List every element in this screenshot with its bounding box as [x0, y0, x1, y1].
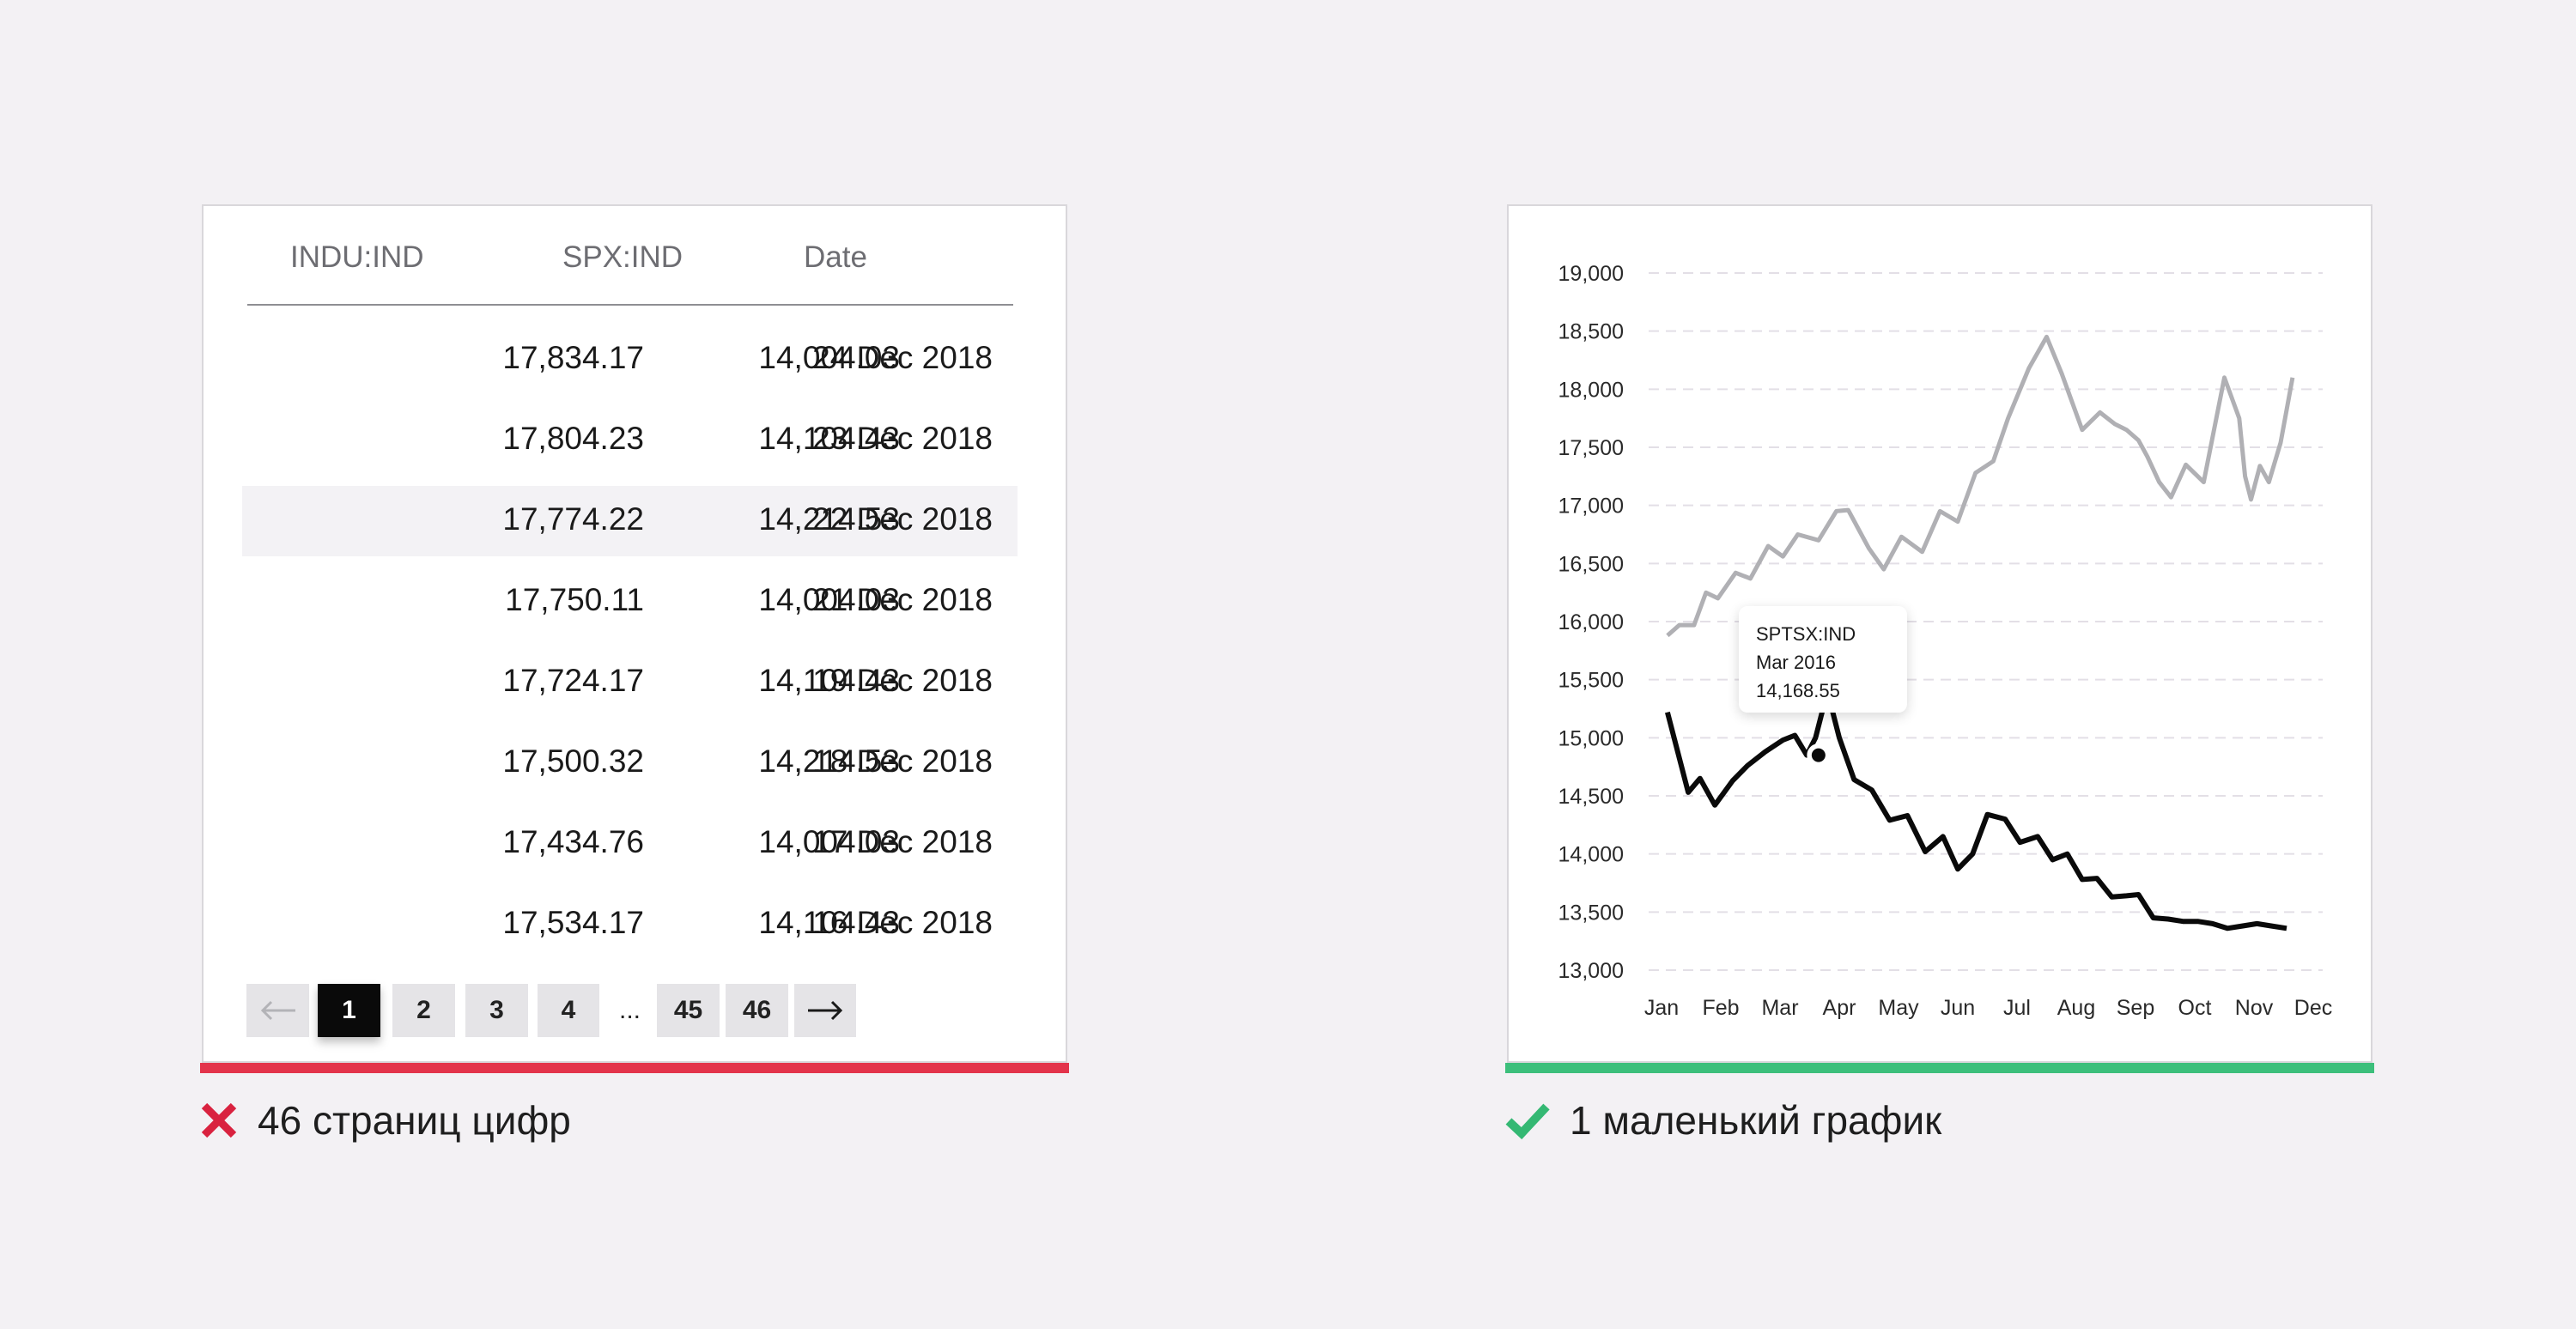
indu-value: 17,534.17 [502, 905, 644, 940]
x-tick-label: May [1878, 996, 1919, 1020]
prev-page-button[interactable] [246, 984, 309, 1037]
indu-value: 17,750.11 [505, 582, 644, 617]
spx-value: 14,004.03 [758, 582, 900, 617]
y-tick-label: 17,500 [1558, 436, 1624, 460]
bad-caption-text: 46 страниц цифр [258, 1098, 571, 1143]
y-tick-label: 16,000 [1558, 610, 1624, 634]
date-value: 24 Dec 2018 [812, 340, 993, 375]
series-line-gray [1666, 334, 2295, 638]
page-button-2[interactable]: 2 [392, 984, 455, 1037]
page-button-46[interactable]: 46 [726, 984, 788, 1037]
column-header-spx: SPX:IND [562, 240, 683, 274]
page-button-3[interactable]: 3 [465, 984, 528, 1037]
table-row[interactable]: 17,804.23 14,104.43 23 Dec 2018 [242, 405, 1018, 476]
spx-value: 14,214.53 [758, 743, 900, 779]
y-tick-label: 15,000 [1558, 726, 1624, 750]
hover-marker-dot[interactable] [1811, 748, 1826, 762]
indu-value: 17,834.17 [502, 340, 644, 375]
pagination-ellipsis: ... [619, 996, 641, 1024]
x-tick-label: Jul [2003, 996, 2031, 1020]
y-tick-label: 18,000 [1558, 378, 1624, 402]
y-tick-label: 14,500 [1558, 785, 1624, 809]
x-tick-label: Jun [1941, 996, 1975, 1020]
page-button-4[interactable]: 4 [538, 984, 599, 1037]
date-value: 17 Dec 2018 [812, 824, 993, 859]
spx-value: 14,104.43 [758, 905, 900, 940]
table-row[interactable]: 17,534.17 14,104.43 16 Dec 2018 [242, 889, 1018, 960]
bad-example-caption: 46 страниц цифр [199, 1095, 571, 1146]
arrow-right-icon [808, 1000, 843, 1021]
spx-value: 14,214.53 [758, 501, 900, 537]
page-button-1[interactable]: 1 [318, 984, 380, 1037]
indu-value: 17,804.23 [502, 421, 644, 456]
date-value: 23 Dec 2018 [812, 421, 993, 456]
y-tick-label: 19,000 [1558, 262, 1624, 286]
indu-value: 17,500.32 [502, 743, 644, 779]
series-line-black [1664, 689, 2287, 932]
x-tick-label: Nov [2235, 996, 2274, 1020]
table-card [202, 204, 1067, 1063]
indu-value: 17,774.22 [502, 501, 644, 537]
table-row[interactable]: 17,500.32 14,214.53 18 Dec 2018 [242, 728, 1018, 798]
good-example-caption: 1 маленький график [1504, 1095, 1941, 1146]
table-row[interactable]: 17,834.17 14,004.03 24 Dec 2018 [242, 325, 1018, 395]
y-tick-label: 17,000 [1558, 495, 1624, 519]
header-divider [247, 304, 1013, 306]
spx-value: 14,104.43 [758, 421, 900, 456]
x-tick-label: Oct [2178, 996, 2212, 1020]
check-icon [1505, 1103, 1550, 1140]
table-row[interactable]: 17,724.17 14,104.43 19 Dec 2018 [242, 647, 1018, 718]
date-value: 22 Dec 2018 [812, 501, 993, 537]
indu-value: 17,434.76 [502, 824, 644, 859]
y-tick-label: 18,500 [1558, 320, 1624, 344]
y-tick-label: 15,500 [1558, 669, 1624, 693]
chart-card [1507, 204, 2372, 1063]
spx-value: 14,004.03 [758, 824, 900, 859]
x-tick-label: Sep [2117, 996, 2154, 1020]
positive-accent-bar [1505, 1063, 2374, 1073]
tooltip-series: SPTSX:IND [1756, 623, 1856, 645]
table-row[interactable]: 17,750.11 14,004.03 21 Dec 2018 [242, 567, 1018, 637]
page-button-45[interactable]: 45 [657, 984, 720, 1037]
date-value: 21 Dec 2018 [812, 582, 993, 617]
line-chart: 19,000 18,500 18,000 17,500 17,000 16,500 16,0… [1558, 262, 2333, 1020]
spx-value: 14,004.03 [758, 340, 900, 375]
indu-value: 17,724.17 [502, 663, 644, 698]
cross-icon [201, 1102, 237, 1138]
tooltip-date: Mar 2016 [1756, 652, 1836, 673]
column-header-indu: INDU:IND [290, 240, 424, 274]
x-tick-label: Aug [2057, 996, 2095, 1020]
date-value: 16 Dec 2018 [812, 905, 993, 940]
x-tick-label: Dec [2294, 996, 2332, 1020]
chart-tooltip: SPTSX:IND Mar 2016 14,168.55 [1739, 606, 1907, 713]
column-header-date: Date [804, 240, 867, 274]
table-row[interactable]: 17,774.22 14,214.53 22 Dec 2018 [242, 486, 1018, 556]
arrow-left-icon [260, 1000, 295, 1021]
table-row[interactable]: 17,434.76 14,004.03 17 Dec 2018 [242, 809, 1018, 879]
x-tick-label: Mar [1761, 996, 1798, 1020]
y-tick-label: 13,000 [1558, 959, 1624, 983]
good-caption-text: 1 маленький график [1570, 1098, 1942, 1143]
date-value: 18 Dec 2018 [812, 743, 993, 779]
next-page-button[interactable] [794, 984, 856, 1037]
y-tick-label: 16,500 [1558, 552, 1624, 576]
date-value: 19 Dec 2018 [812, 663, 993, 698]
y-tick-label: 13,500 [1558, 901, 1624, 925]
y-tick-label: 14,000 [1558, 843, 1624, 867]
spx-value: 14,104.43 [758, 663, 900, 698]
x-tick-label: Apr [1823, 996, 1856, 1020]
x-tick-label: Jan [1644, 996, 1679, 1020]
x-tick-label: Feb [1702, 996, 1739, 1020]
tooltip-value: 14,168.55 [1756, 680, 1840, 701]
negative-accent-bar [200, 1063, 1069, 1073]
